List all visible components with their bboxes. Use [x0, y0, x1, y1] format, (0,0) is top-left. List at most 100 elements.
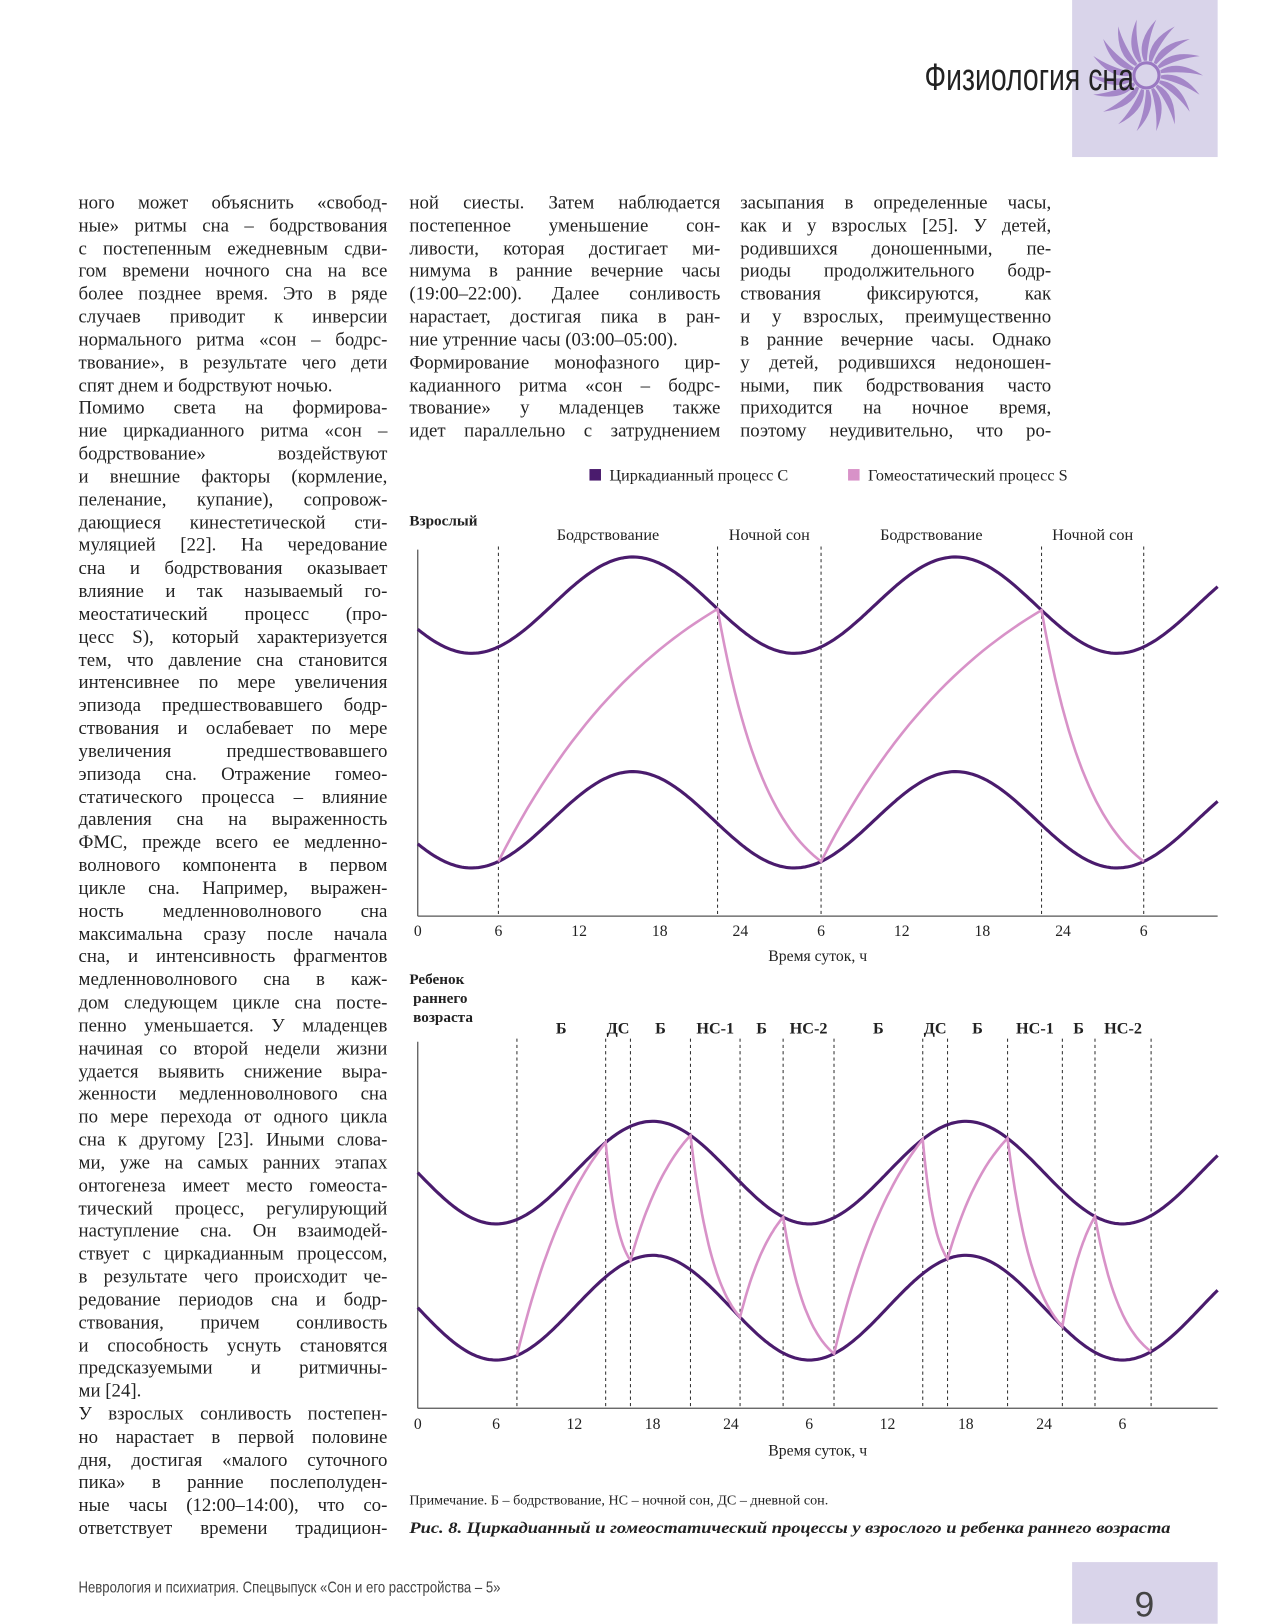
text-line: пика» в ранние послеполуден-	[79, 1470, 388, 1493]
text: дня, достигая «малого суточного	[78, 1448, 388, 1470]
page-box	[1072, 1562, 1218, 1624]
text: более позднее время. Это в ряде	[78, 283, 388, 304]
text-line: по мере перехода от одного цикла	[79, 1105, 388, 1128]
text-line: ние циркадианного ритма «сон –	[79, 419, 388, 442]
text: по мере перехода от одного цикла	[78, 1105, 388, 1127]
text-line: (19:00–22:00). Далее сонливость	[409, 282, 720, 305]
text-line: нимума в ранние вечерние часы	[409, 259, 720, 282]
x-tick-label: 18	[645, 1416, 661, 1433]
text-line: ствования фиксируются, как	[740, 282, 1051, 305]
x-axis-label: Время суток, ч	[768, 1442, 867, 1459]
text: ствования фиксируются, как	[740, 283, 1052, 304]
text: давления сна на выраженность	[78, 808, 388, 830]
phase-label: Б	[1073, 1019, 1084, 1037]
text: редование периодов сна и бодр-	[78, 1288, 388, 1310]
text-line: ного может объяснить «свобод-	[79, 191, 388, 214]
text: волнового компонента в первом	[78, 854, 388, 876]
text-line: ствования, причем сонливость	[79, 1310, 388, 1333]
text-line: более позднее время. Это в ряде	[79, 282, 388, 305]
x-tick-label: 12	[571, 923, 587, 940]
text: пика» в ранние послеполуден-	[78, 1471, 388, 1493]
text: спят днем и бодрствуют ночью.	[78, 374, 333, 396]
text: ствования и ослабевает по мере	[78, 717, 388, 739]
phase-label: ДС	[924, 1019, 947, 1037]
text: ность медленноволнового сна	[78, 900, 388, 922]
phase-label: Б	[972, 1019, 983, 1037]
text: пенно уменьшается. У младенцев	[78, 1014, 388, 1036]
text-line: ствует с циркадианным процессом,	[79, 1242, 388, 1265]
text-line: родившихся доношенными, пе-	[740, 236, 1051, 259]
text: но нарастает в первой половине	[78, 1425, 388, 1447]
text-line: ми, уже на самых ранних этапах	[79, 1150, 388, 1173]
x-tick-label: 12	[880, 1416, 896, 1433]
icon-ray	[1136, 89, 1152, 132]
text: гом времени ночного сна на все	[78, 260, 388, 282]
icon-ray	[1153, 39, 1190, 65]
legend-label: Циркадианный процесс С	[609, 467, 788, 485]
x-tick-label: 12	[566, 1416, 582, 1433]
text-line: приходится на ночное время,	[740, 396, 1051, 419]
x-tick-label: 6	[1140, 923, 1148, 940]
text: онтогенеза имеет место гомеоста-	[78, 1174, 388, 1196]
text-line: поэтому неудивительно, что ро-	[740, 419, 1051, 442]
x-tick-label: 24	[733, 923, 749, 940]
text: ной сиесты. Затем наблюдается	[409, 191, 721, 213]
text: нимума в ранние вечерние часы	[409, 260, 721, 282]
text: идет параллельно с затруднением	[409, 420, 721, 442]
text-line: эпизода предшествовавшего бодр-	[79, 693, 388, 716]
icon-ray	[1103, 39, 1134, 71]
homeostatic-curve	[515, 1132, 1152, 1357]
text-line: волнового компонента в первом	[79, 853, 388, 876]
icon-ray	[1141, 19, 1157, 61]
text-line: твование» у младенцев также	[409, 396, 720, 419]
text-line: медленноволнового сна в каж-	[79, 968, 388, 991]
text-line: кадианного ритма «сон – бодрс-	[409, 373, 720, 396]
text-line: начиная со второй недели жизни	[79, 1036, 388, 1059]
text-line: эпизода сна. Отражение гомео-	[79, 762, 388, 785]
icon-ray	[1148, 26, 1175, 62]
text: муляцией [22]. На чередование	[78, 534, 388, 556]
x-tick-label: 6	[805, 1416, 813, 1433]
icon-ray	[1118, 88, 1144, 125]
text: твование», в результате чего дети	[78, 351, 388, 373]
icon-ray	[1155, 84, 1175, 125]
text: начиная со второй недели жизни	[78, 1037, 388, 1059]
text: цикле сна. Например, выражен-	[78, 877, 388, 899]
text: медленноволнового сна в каж-	[78, 968, 388, 990]
text-line: бодрствование» воздействуют	[79, 442, 388, 465]
text-line: случаев приводит к инверсии	[79, 305, 388, 328]
text-line: ми [24].	[79, 1379, 388, 1402]
text-line: предсказуемыми и ритмичны-	[79, 1356, 388, 1379]
text-line: тический процесс, регулирующий	[79, 1196, 388, 1219]
text-line: муляцией [22]. На чередование	[79, 533, 388, 556]
icon-ray	[1093, 82, 1136, 97]
text: твование» у младенцев также	[409, 397, 721, 419]
text-line: интенсивнее по мере увеличения	[79, 671, 388, 694]
text-line: нарастает, достигая пика в ран-	[409, 305, 720, 328]
text-line: ность медленноволнового сна	[79, 899, 388, 922]
text-line: цесс S), который характеризуется	[79, 625, 388, 648]
text-line: и способность уснуть становятся	[79, 1333, 388, 1356]
text-line: удается выявить снижение выра-	[79, 1059, 388, 1082]
text-line: сна к другому [23]. Иными слова-	[79, 1128, 388, 1151]
text-line: ливости, которая достигает ми-	[409, 236, 720, 259]
title-word: возраста	[409, 1009, 473, 1026]
text-line: Помимо света на формирова-	[79, 396, 388, 419]
text-line: как и у взрослых [25]. У детей,	[740, 213, 1051, 236]
text: ствует с циркадианным процессом,	[78, 1242, 388, 1264]
icon-ray	[1093, 56, 1133, 77]
text-line: но нарастает в первой половине	[79, 1425, 388, 1448]
text: засыпания в определенные часы,	[740, 191, 1052, 213]
phase-label: НС-2	[1104, 1019, 1142, 1037]
text: ными, пик бодрствования часто	[740, 374, 1052, 396]
text: ми, уже на самых ранних этапах	[78, 1151, 388, 1173]
icon-ray	[1158, 80, 1190, 112]
text-line: максимальна сразу после начала	[79, 922, 388, 945]
text-line: пеленание, купание), сопровож-	[79, 488, 388, 511]
text-line: риоды продолжительного бодр-	[740, 259, 1051, 282]
x-tick-label: 0	[414, 1416, 422, 1433]
text: риоды продолжительного бодр-	[740, 260, 1052, 282]
text-line: нормального ритма «сон – бодрс-	[79, 328, 388, 351]
